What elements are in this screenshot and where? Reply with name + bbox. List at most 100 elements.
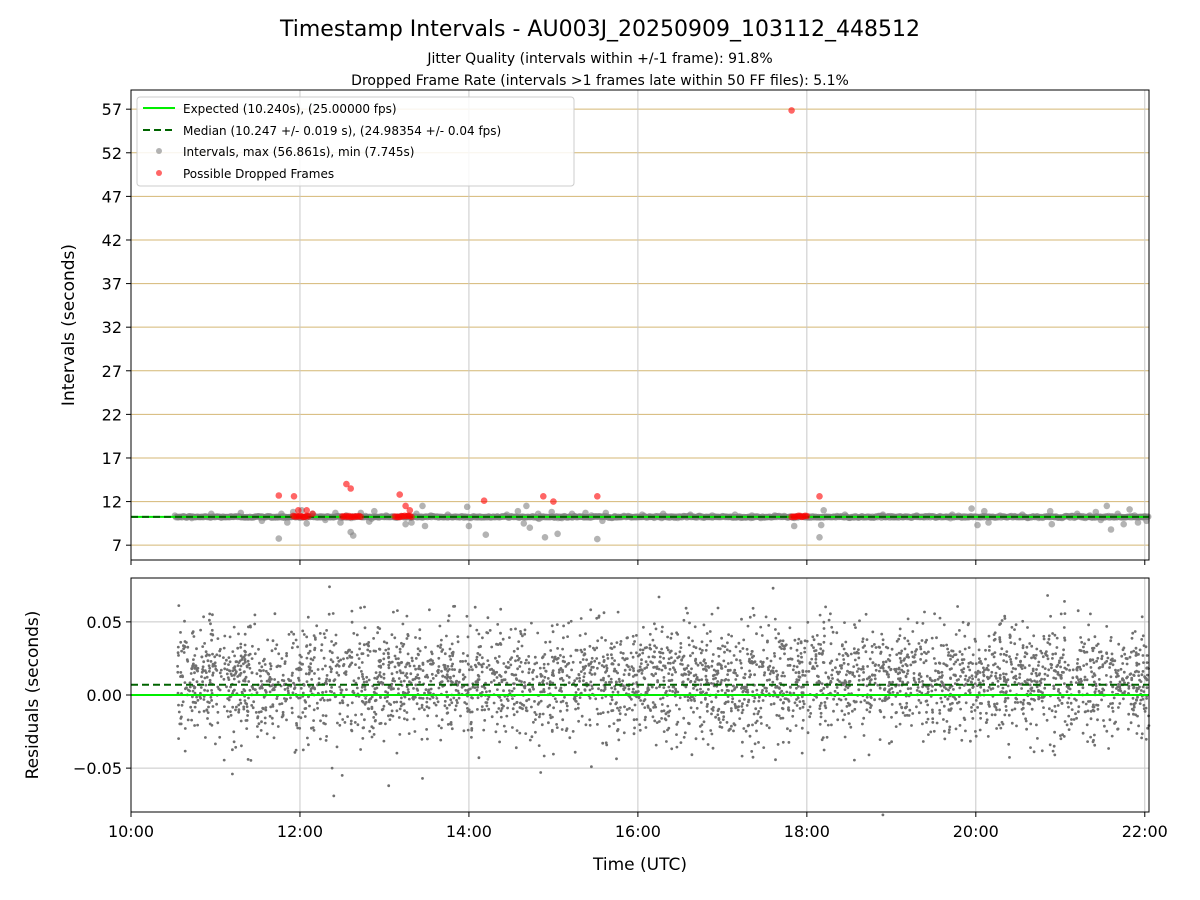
residual-point [920,639,924,642]
residual-point [904,663,908,666]
residual-point [326,698,330,702]
residual-point [980,702,983,705]
residual-point [828,681,832,685]
residual-point [1085,662,1089,666]
residual-point [919,645,922,649]
residual-point [926,687,930,691]
residual-point [494,656,497,660]
residual-point [556,647,559,650]
residual-point [266,638,269,642]
residual-point [670,747,674,751]
residual-point [1103,724,1106,728]
residual-point [706,743,710,746]
residual-point [245,705,249,709]
residual-point [1100,698,1103,702]
residual-point [762,746,766,749]
residual-point [996,679,1000,683]
top-y-tick-label: 57 [102,100,122,119]
interval-outlier-point [413,510,420,518]
residual-point [267,678,271,681]
residual-point [211,671,215,675]
residual-point [439,643,443,647]
residual-point [527,661,531,665]
residual-point [925,710,928,714]
residual-point [565,674,569,677]
residual-point [713,673,716,677]
residual-point [822,640,826,644]
residual-point [268,675,272,679]
residual-point [801,670,805,674]
residual-point [599,678,603,682]
residual-point [821,661,825,664]
residual-point [988,705,991,708]
residual-point [818,704,822,708]
residual-point [546,677,550,680]
residual-point [494,730,498,734]
residual-point [773,654,777,658]
residual-point [243,658,247,661]
residual-point [446,711,450,715]
residual-point [559,709,562,713]
interval-outlier-point [337,519,344,526]
residual-point [319,719,322,723]
residual-point [1107,705,1110,708]
residual-point [176,691,180,695]
residual-point [811,635,815,639]
residual-point [1087,638,1091,642]
residual-point [618,712,622,716]
residual-point [456,635,460,638]
residual-point [699,661,702,665]
residual-point [621,679,625,683]
residual-point [329,670,333,674]
residual-point [1096,703,1100,707]
residual-point [866,665,869,668]
residual-point [551,669,555,672]
residual-point [699,651,703,655]
residual-point [416,689,420,692]
residual-point [291,671,294,675]
residual-point [793,701,797,705]
residual-point [511,673,514,676]
residual-point [237,680,241,684]
residual-point [1018,676,1021,679]
residual-point [555,657,559,661]
residual-point [414,695,417,699]
residual-point [363,718,366,722]
residual-point [748,615,752,619]
residual-point [1020,707,1024,711]
residual-point [362,680,366,684]
residual-point [901,711,905,715]
residual-point [225,709,229,713]
residual-point [264,708,268,712]
residual-point [404,665,407,669]
residual-point [1123,681,1126,685]
residual-point [245,727,249,730]
residual-point [1144,645,1148,649]
residual-point [829,642,833,646]
residual-point [840,709,844,713]
residual-point [400,696,403,700]
residual-point [1010,662,1013,666]
residual-point [780,689,784,693]
residual-point [1049,662,1053,666]
interval-outlier-point [568,510,576,518]
residual-point [710,700,713,704]
residual-point [1000,647,1004,651]
residual-point [608,680,611,684]
residual-point [555,726,559,729]
residual-point [1053,704,1057,708]
residual-point [370,735,374,739]
residual-point [641,648,645,652]
residual-point [604,638,607,642]
residual-point [716,689,720,693]
residual-point [725,648,729,652]
residual-point [767,624,771,627]
residual-point [799,641,803,645]
residual-point [745,685,748,689]
residual-point [592,665,595,669]
residual-point [345,688,348,691]
residual-point [1002,652,1006,656]
residual-point [408,664,412,668]
residual-point [1135,669,1138,673]
residual-point [1127,687,1131,690]
